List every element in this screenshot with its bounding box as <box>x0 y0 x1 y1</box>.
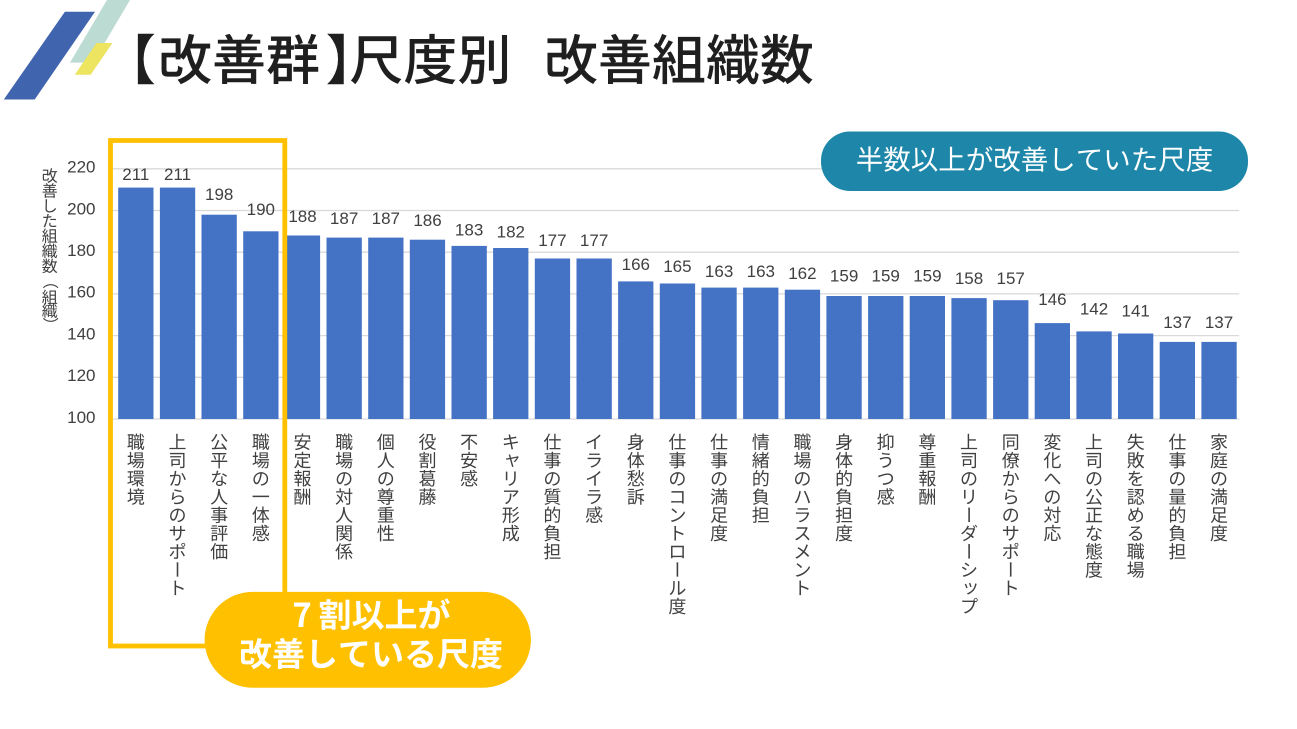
svg-text:160: 160 <box>67 283 95 302</box>
svg-text:211: 211 <box>122 165 149 184</box>
svg-text:137: 137 <box>1163 313 1191 332</box>
svg-text:182: 182 <box>497 223 525 242</box>
svg-text:120: 120 <box>67 366 95 385</box>
svg-text:142: 142 <box>1080 300 1108 319</box>
svg-text:186: 186 <box>413 211 441 230</box>
svg-text:180: 180 <box>67 241 95 260</box>
svg-text:220: 220 <box>67 158 95 177</box>
svg-text:163: 163 <box>747 262 775 281</box>
svg-text:200: 200 <box>67 199 95 218</box>
svg-text:100: 100 <box>67 408 95 427</box>
svg-text:159: 159 <box>913 266 941 285</box>
svg-text:137: 137 <box>1205 313 1233 332</box>
svg-text:187: 187 <box>372 209 400 228</box>
svg-text:158: 158 <box>955 269 983 288</box>
svg-text:177: 177 <box>580 231 608 250</box>
svg-text:141: 141 <box>1122 301 1150 320</box>
svg-text:163: 163 <box>705 262 733 281</box>
svg-text:159: 159 <box>872 266 900 285</box>
svg-text:187: 187 <box>330 209 358 228</box>
svg-text:162: 162 <box>788 264 816 283</box>
svg-text:183: 183 <box>455 220 483 239</box>
svg-text:177: 177 <box>538 231 566 250</box>
svg-text:188: 188 <box>288 207 316 226</box>
svg-text:198: 198 <box>205 185 233 204</box>
svg-text:165: 165 <box>663 257 691 276</box>
svg-text:146: 146 <box>1038 290 1066 309</box>
svg-text:140: 140 <box>67 324 95 343</box>
svg-text:211: 211 <box>164 165 191 184</box>
svg-text:166: 166 <box>622 255 650 274</box>
svg-text:159: 159 <box>830 266 858 285</box>
svg-text:157: 157 <box>997 269 1025 288</box>
svg-text:190: 190 <box>247 200 275 219</box>
